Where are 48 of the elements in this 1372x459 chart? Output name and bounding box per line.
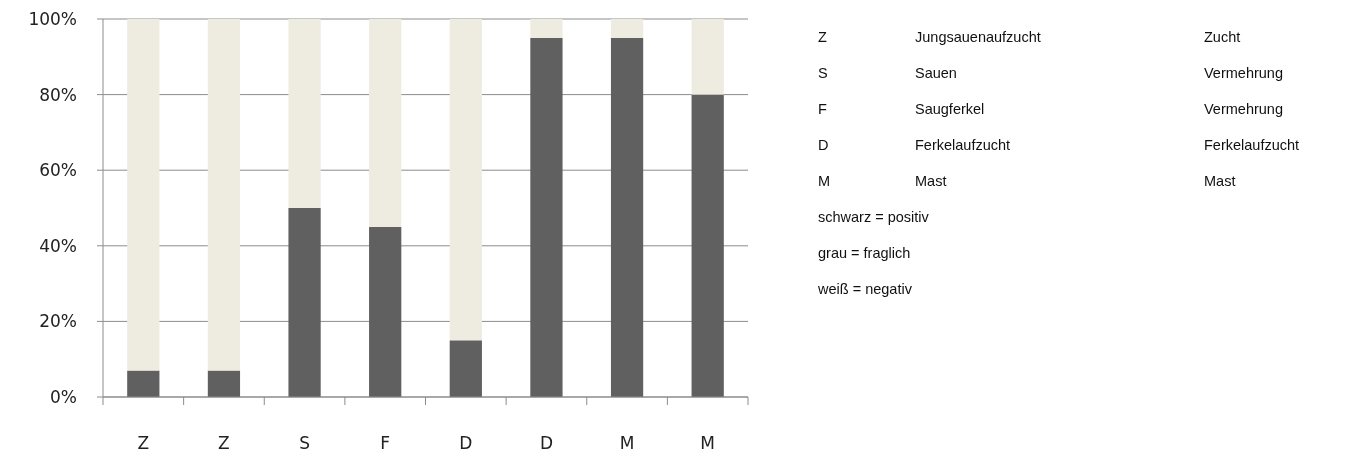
bar: [610, 37, 644, 397]
text: Vermehrung: [1204, 65, 1283, 81]
y-tick-label: 0%: [50, 386, 77, 407]
bar: [127, 19, 160, 371]
bar: [288, 208, 321, 397]
x-tick-label: D: [459, 433, 473, 453]
text: F: [818, 101, 827, 117]
y-tick-label: 20%: [39, 311, 77, 332]
text: Zucht: [1204, 29, 1241, 45]
bar: [691, 19, 724, 95]
x-tick-label: M: [700, 433, 716, 453]
text: schwarz = positiv: [818, 209, 930, 225]
x-tick-label: S: [299, 433, 310, 453]
y-tick-label: 80%: [39, 84, 77, 105]
text: D: [818, 137, 829, 153]
text: Mast: [1204, 173, 1236, 189]
text: Ferkelaufzucht: [1204, 137, 1300, 153]
text: Ferkelaufzucht: [915, 137, 1011, 153]
y-tick-label: 100%: [28, 8, 77, 29]
x-tick-label: Z: [137, 433, 150, 453]
bar: [369, 19, 402, 227]
text: S: [818, 65, 828, 81]
text: Sauen: [915, 65, 957, 81]
text: grau = fraglich: [818, 245, 911, 261]
bar: [207, 19, 241, 371]
bar: [449, 340, 482, 397]
text: Jungsauenaufzucht: [915, 29, 1041, 45]
bar: [530, 19, 563, 38]
y-tick-label: 40%: [39, 235, 77, 256]
text: Mast: [915, 173, 947, 189]
bar: [449, 19, 482, 341]
bar: [610, 19, 644, 38]
x-tick-label: D: [539, 433, 553, 453]
x-tick-label: Z: [218, 433, 230, 453]
bar: [530, 37, 563, 397]
x-tick-label: F: [380, 433, 391, 453]
bar: [691, 94, 724, 397]
bar: [288, 19, 321, 208]
text: Z: [818, 29, 827, 45]
bar: [207, 370, 241, 397]
bar: [127, 370, 160, 397]
text: weiß = negativ: [817, 281, 913, 297]
bar: [369, 226, 402, 397]
text: Vermehrung: [1204, 101, 1283, 117]
x-tick-label: M: [619, 433, 635, 453]
y-tick-label: 60%: [39, 160, 77, 181]
text: Saugferkel: [915, 101, 985, 117]
text: M: [818, 173, 831, 189]
